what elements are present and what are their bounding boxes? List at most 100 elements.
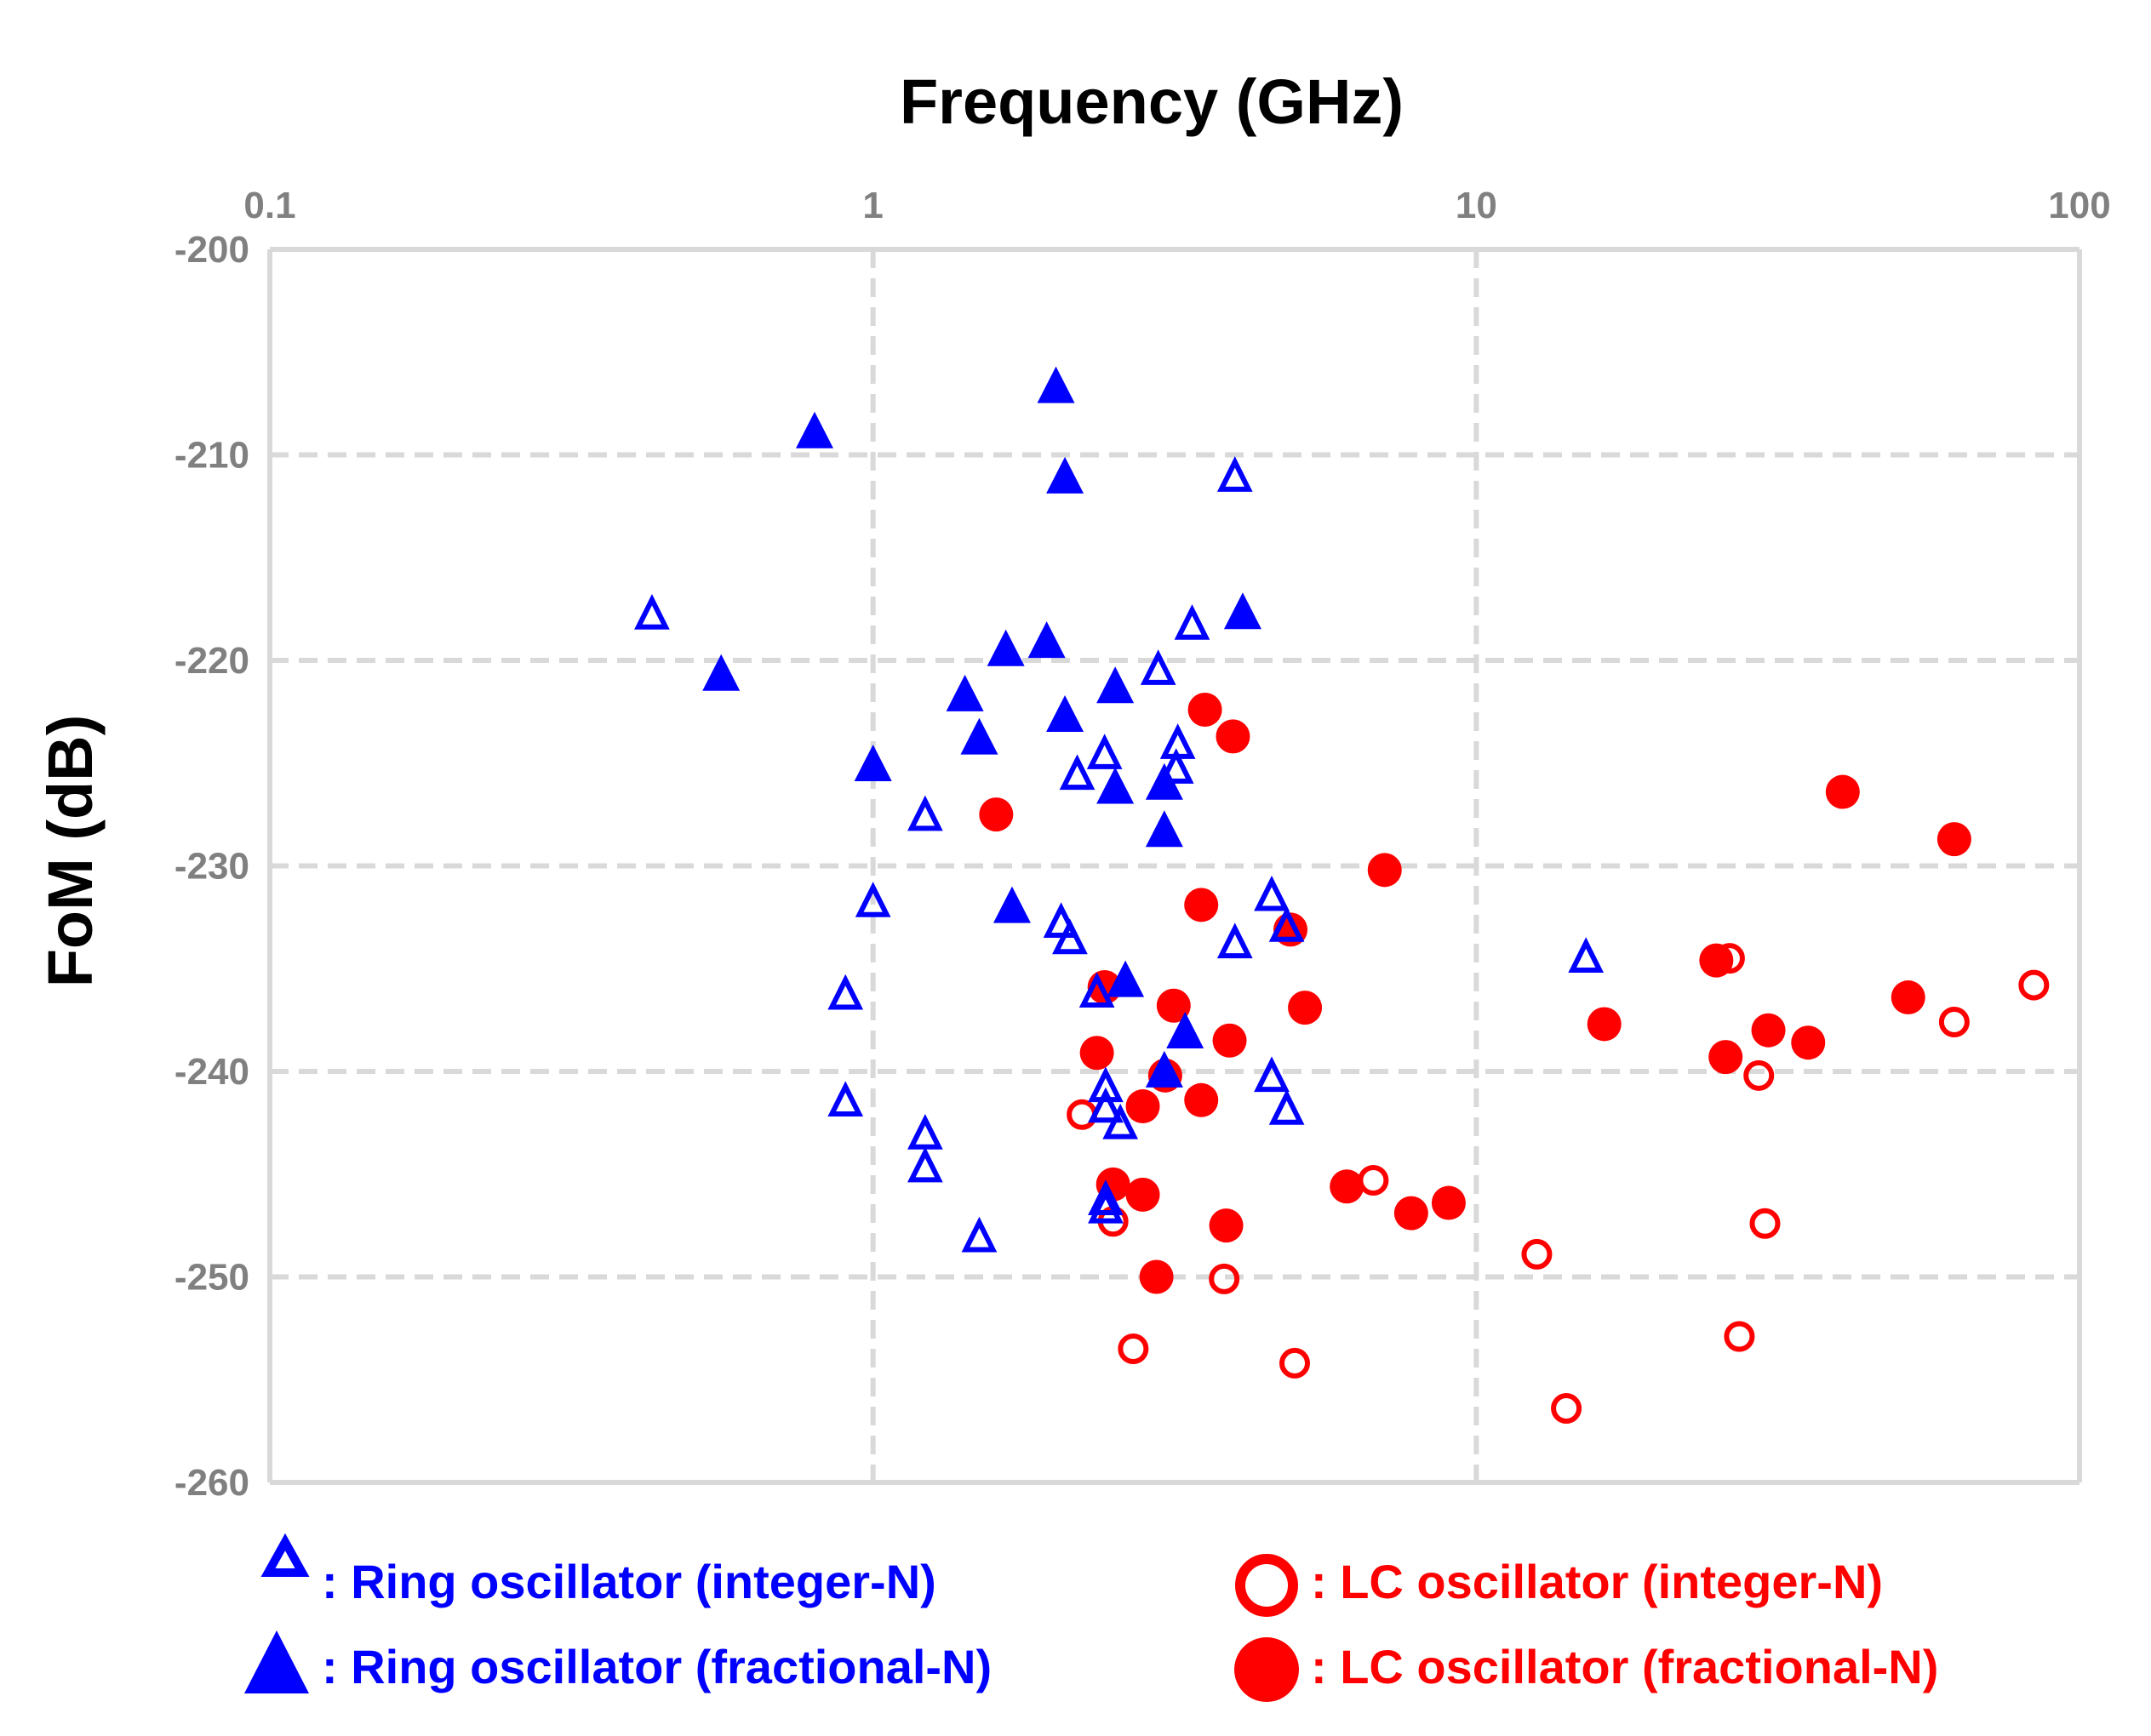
point-lc-fractional xyxy=(1367,853,1402,888)
y-tick-label: -230 xyxy=(174,846,249,888)
point-lc-fractional xyxy=(1431,1185,1466,1220)
point-lc-fractional xyxy=(1708,1040,1743,1075)
point-ring-integer xyxy=(1254,875,1290,911)
point-ring-integer xyxy=(855,882,891,917)
point-ring-integer xyxy=(1088,1179,1124,1215)
legend-item-ring-fractional: : Ring oscillator (fractional-N) xyxy=(244,1630,992,1693)
point-ring-fractional xyxy=(1107,960,1145,997)
point-ring-fractional xyxy=(1145,1050,1183,1088)
y-tick-label: -240 xyxy=(174,1051,249,1093)
point-lc-fractional xyxy=(1139,1259,1174,1294)
legend-label-lc-integer: : LC oscillator (integer-N) xyxy=(1311,1555,1883,1608)
point-lc-fractional xyxy=(1216,719,1250,754)
legend-label-ring-fractional: : Ring oscillator (fractional-N) xyxy=(322,1640,992,1693)
point-ring-fractional xyxy=(1027,621,1066,659)
legend-item-ring-integer: : Ring oscillator (integer-N) xyxy=(260,1533,936,1608)
x-axis-title: Frequency (GHz) xyxy=(900,66,1404,137)
point-ring-fractional xyxy=(960,717,998,755)
point-ring-integer xyxy=(1088,1066,1124,1103)
y-tick-label: -220 xyxy=(174,640,249,682)
point-ring-integer xyxy=(1102,1103,1139,1139)
legend-marker-triangle-filled xyxy=(244,1630,309,1693)
y-tick-label: -260 xyxy=(174,1462,249,1504)
point-ring-fractional xyxy=(1145,762,1183,800)
point-lc-fractional xyxy=(1184,888,1219,922)
point-lc-integer xyxy=(1938,1007,1970,1038)
point-lc-fractional xyxy=(1825,774,1860,809)
point-ring-integer xyxy=(1268,906,1305,942)
legend-marker-triangle-open xyxy=(260,1533,310,1577)
point-lc-integer xyxy=(1743,1059,1775,1091)
point-lc-fractional xyxy=(1891,980,1925,1015)
point-ring-integer xyxy=(1140,649,1176,685)
point-lc-fractional xyxy=(1751,1013,1786,1048)
point-ring-fractional xyxy=(1166,1011,1204,1048)
legend-marker-circle-open xyxy=(1235,1554,1298,1617)
point-lc-fractional xyxy=(1212,1023,1247,1058)
point-lc-integer xyxy=(1067,1099,1098,1130)
legend: : Ring oscillator (integer-N) : Ring osc… xyxy=(244,1533,1938,1702)
point-lc-fractional xyxy=(1936,822,1971,857)
point-ring-integer xyxy=(1086,734,1123,769)
point-ring-fractional xyxy=(987,629,1025,666)
legend-item-lc-fractional: : LC oscillator (fractional-N) xyxy=(1234,1637,1938,1702)
point-ring-fractional xyxy=(1096,767,1135,804)
x-tick-label: 100 xyxy=(2048,185,2110,226)
point-ring-fractional xyxy=(702,654,741,691)
point-ring-fractional xyxy=(993,886,1031,923)
point-ring-integer xyxy=(1254,1056,1290,1093)
point-ring-integer xyxy=(1158,748,1194,784)
legend-label-ring-integer: : Ring oscillator (integer-N) xyxy=(322,1555,936,1608)
point-ring-integer xyxy=(1088,1087,1124,1123)
point-lc-fractional xyxy=(979,797,1014,832)
point-lc-integer xyxy=(1279,1347,1311,1379)
point-lc-fractional xyxy=(1330,1169,1364,1204)
point-lc-fractional xyxy=(1288,991,1323,1025)
point-ring-integer xyxy=(907,1113,943,1150)
legend-label-lc-fractional: : LC oscillator (fractional-N) xyxy=(1311,1640,1938,1693)
point-lc-fractional xyxy=(1125,1089,1160,1124)
y-tick-label: -250 xyxy=(174,1257,249,1299)
point-lc-integer xyxy=(1521,1238,1553,1270)
point-lc-fractional xyxy=(1184,1082,1219,1117)
point-lc-fractional xyxy=(1187,692,1222,727)
point-ring-fractional xyxy=(1046,695,1084,733)
point-lc-integer xyxy=(2018,969,2050,1001)
legend-item-lc-integer: : LC oscillator (integer-N) xyxy=(1235,1554,1883,1617)
grid-lines xyxy=(267,247,2082,1485)
point-ring-integer xyxy=(907,1146,943,1183)
y-axis-title: FoM (dB) xyxy=(35,715,106,988)
point-ring-integer xyxy=(961,1216,998,1253)
point-ring-fractional xyxy=(795,411,833,448)
x-tick-label: 0.1 xyxy=(243,185,295,226)
point-lc-fractional xyxy=(1209,1208,1244,1243)
point-ring-fractional xyxy=(1223,592,1261,630)
legend-marker-circle-filled xyxy=(1234,1637,1299,1702)
point-ring-integer xyxy=(827,974,864,1010)
y-tick-label: -210 xyxy=(174,435,249,477)
point-ring-integer xyxy=(634,593,670,630)
point-ring-integer xyxy=(1174,604,1210,640)
point-lc-integer xyxy=(1209,1263,1240,1294)
point-lc-integer xyxy=(1358,1164,1389,1196)
point-lc-integer xyxy=(1551,1393,1582,1425)
point-ring-integer xyxy=(1216,922,1253,959)
tick-labels: -200 -210 -220 -230 -240 -250 -260 0.1 1 10 100 xyxy=(174,185,2111,1504)
point-lc-fractional xyxy=(1125,1177,1160,1212)
point-ring-fractional xyxy=(1037,366,1075,403)
point-ring-integer xyxy=(1216,456,1253,492)
point-lc-fractional xyxy=(1393,1196,1428,1231)
point-ring-integer xyxy=(1052,918,1088,955)
point-lc-fractional xyxy=(1791,1025,1826,1060)
point-lc-fractional xyxy=(1587,1007,1622,1042)
point-ring-fractional xyxy=(1145,810,1183,848)
y-tick-label: -200 xyxy=(174,229,249,271)
point-ring-fractional xyxy=(1096,666,1135,704)
point-ring-integer xyxy=(827,1081,864,1117)
point-ring-integer xyxy=(1088,1187,1124,1224)
data-points xyxy=(634,366,2050,1425)
point-lc-integer xyxy=(1749,1208,1781,1239)
point-ring-integer xyxy=(1568,937,1605,974)
x-tick-label: 1 xyxy=(862,185,883,226)
